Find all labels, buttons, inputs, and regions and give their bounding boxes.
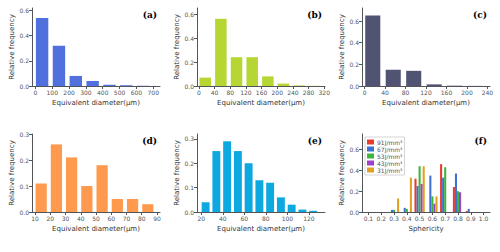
svg-text:Relative frequency: Relative frequency <box>173 140 181 206</box>
svg-text:Relative frequency: Relative frequency <box>338 140 346 206</box>
svg-text:0.4: 0.4 <box>402 215 412 222</box>
svg-text:0.2: 0.2 <box>349 188 359 195</box>
svg-text:80: 80 <box>402 89 410 96</box>
svg-text:Relative frequency: Relative frequency <box>173 14 181 80</box>
svg-text:500: 500 <box>114 89 126 96</box>
svg-text:Equivalent diameter(μm): Equivalent diameter(μm) <box>52 99 140 107</box>
svg-text:0.6: 0.6 <box>349 146 359 153</box>
svg-text:160: 160 <box>441 89 453 96</box>
svg-text:200: 200 <box>63 89 75 96</box>
svg-text:(d): (d) <box>142 136 157 146</box>
svg-text:91J/mm³: 91J/mm³ <box>377 138 403 146</box>
svg-text:60: 60 <box>107 215 115 222</box>
svg-text:0.2: 0.2 <box>349 61 359 68</box>
svg-text:0.2: 0.2 <box>19 157 29 164</box>
svg-text:(b): (b) <box>307 10 322 20</box>
svg-text:30: 30 <box>62 215 70 222</box>
svg-text:0.4: 0.4 <box>349 39 359 46</box>
svg-text:400: 400 <box>97 89 109 96</box>
svg-text:(f): (f) <box>475 136 487 146</box>
svg-text:0.1: 0.1 <box>364 215 374 222</box>
svg-text:80: 80 <box>262 215 270 222</box>
svg-text:90: 90 <box>153 215 161 222</box>
svg-text:120: 120 <box>420 89 432 96</box>
svg-text:120: 120 <box>240 89 252 96</box>
svg-text:0.3: 0.3 <box>184 135 194 142</box>
svg-text:40: 40 <box>381 89 389 96</box>
svg-text:(a): (a) <box>143 10 157 20</box>
svg-text:(c): (c) <box>473 10 487 20</box>
svg-text:0.0: 0.0 <box>19 209 29 216</box>
svg-text:0.9: 0.9 <box>466 215 476 222</box>
svg-text:0.0: 0.0 <box>19 83 29 90</box>
svg-text:0.6: 0.6 <box>428 215 438 222</box>
svg-text:0.7: 0.7 <box>440 215 450 222</box>
svg-text:20: 20 <box>197 215 205 222</box>
svg-text:50: 50 <box>92 215 100 222</box>
svg-text:0.0: 0.0 <box>184 209 194 216</box>
svg-text:0.5: 0.5 <box>415 215 425 222</box>
svg-text:Equivalent diameter(μm): Equivalent diameter(μm) <box>382 99 470 107</box>
svg-text:Relative frequency: Relative frequency <box>338 14 346 80</box>
svg-text:80: 80 <box>226 89 234 96</box>
svg-text:240: 240 <box>287 89 299 96</box>
svg-text:0: 0 <box>33 89 37 96</box>
svg-text:1.0: 1.0 <box>479 215 489 222</box>
svg-text:300: 300 <box>80 89 92 96</box>
svg-text:120: 120 <box>303 215 315 222</box>
svg-text:53J/mm³: 53J/mm³ <box>377 152 403 160</box>
svg-text:80: 80 <box>138 215 146 222</box>
svg-text:70: 70 <box>123 215 131 222</box>
svg-text:67J/mm³: 67J/mm³ <box>377 145 403 153</box>
svg-text:20: 20 <box>46 215 54 222</box>
svg-text:0.0: 0.0 <box>184 83 194 90</box>
svg-text:240: 240 <box>482 89 494 96</box>
svg-text:0.3: 0.3 <box>19 131 29 138</box>
svg-text:700: 700 <box>148 89 160 96</box>
svg-text:0.4: 0.4 <box>349 167 359 174</box>
svg-text:0.8: 0.8 <box>453 215 463 222</box>
svg-text:0.2: 0.2 <box>184 59 194 66</box>
svg-text:0: 0 <box>363 89 367 96</box>
svg-text:60: 60 <box>241 215 249 222</box>
svg-text:0.2: 0.2 <box>184 160 194 167</box>
svg-text:40: 40 <box>219 215 227 222</box>
svg-text:600: 600 <box>131 89 143 96</box>
svg-text:Equivalent diameter(μm): Equivalent diameter(μm) <box>52 225 140 233</box>
svg-text:(e): (e) <box>308 136 322 146</box>
svg-text:0.1: 0.1 <box>19 183 29 190</box>
svg-text:0.3: 0.3 <box>389 215 399 222</box>
svg-text:0.4: 0.4 <box>19 32 29 39</box>
svg-text:100: 100 <box>282 215 294 222</box>
svg-text:320: 320 <box>318 89 330 96</box>
svg-text:200: 200 <box>272 89 284 96</box>
svg-text:0.1: 0.1 <box>184 184 194 191</box>
svg-text:0.4: 0.4 <box>184 35 194 42</box>
svg-text:160: 160 <box>256 89 268 96</box>
svg-text:31J/mm³: 31J/mm³ <box>377 167 403 175</box>
svg-text:280: 280 <box>303 89 315 96</box>
svg-text:0: 0 <box>197 89 201 96</box>
svg-text:Sphericity: Sphericity <box>408 225 443 233</box>
svg-text:Equivalent diameter(μm): Equivalent diameter(μm) <box>217 225 305 233</box>
svg-text:0.0: 0.0 <box>349 209 359 216</box>
svg-text:Equivalent diameter(μm): Equivalent diameter(μm) <box>217 99 305 107</box>
svg-text:40: 40 <box>77 215 85 222</box>
svg-text:43J/mm³: 43J/mm³ <box>377 159 403 167</box>
svg-text:Relative frequency: Relative frequency <box>8 14 16 80</box>
svg-text:0.6: 0.6 <box>349 18 359 25</box>
svg-text:0.2: 0.2 <box>19 57 29 64</box>
svg-text:0.6: 0.6 <box>19 7 29 14</box>
svg-text:0.2: 0.2 <box>376 215 386 222</box>
svg-text:0.6: 0.6 <box>184 11 194 18</box>
svg-text:0.0: 0.0 <box>349 83 359 90</box>
svg-text:Relative frequency: Relative frequency <box>8 140 16 206</box>
svg-text:10: 10 <box>31 215 39 222</box>
svg-text:100: 100 <box>46 89 58 96</box>
svg-text:40: 40 <box>211 89 219 96</box>
svg-text:200: 200 <box>461 89 473 96</box>
